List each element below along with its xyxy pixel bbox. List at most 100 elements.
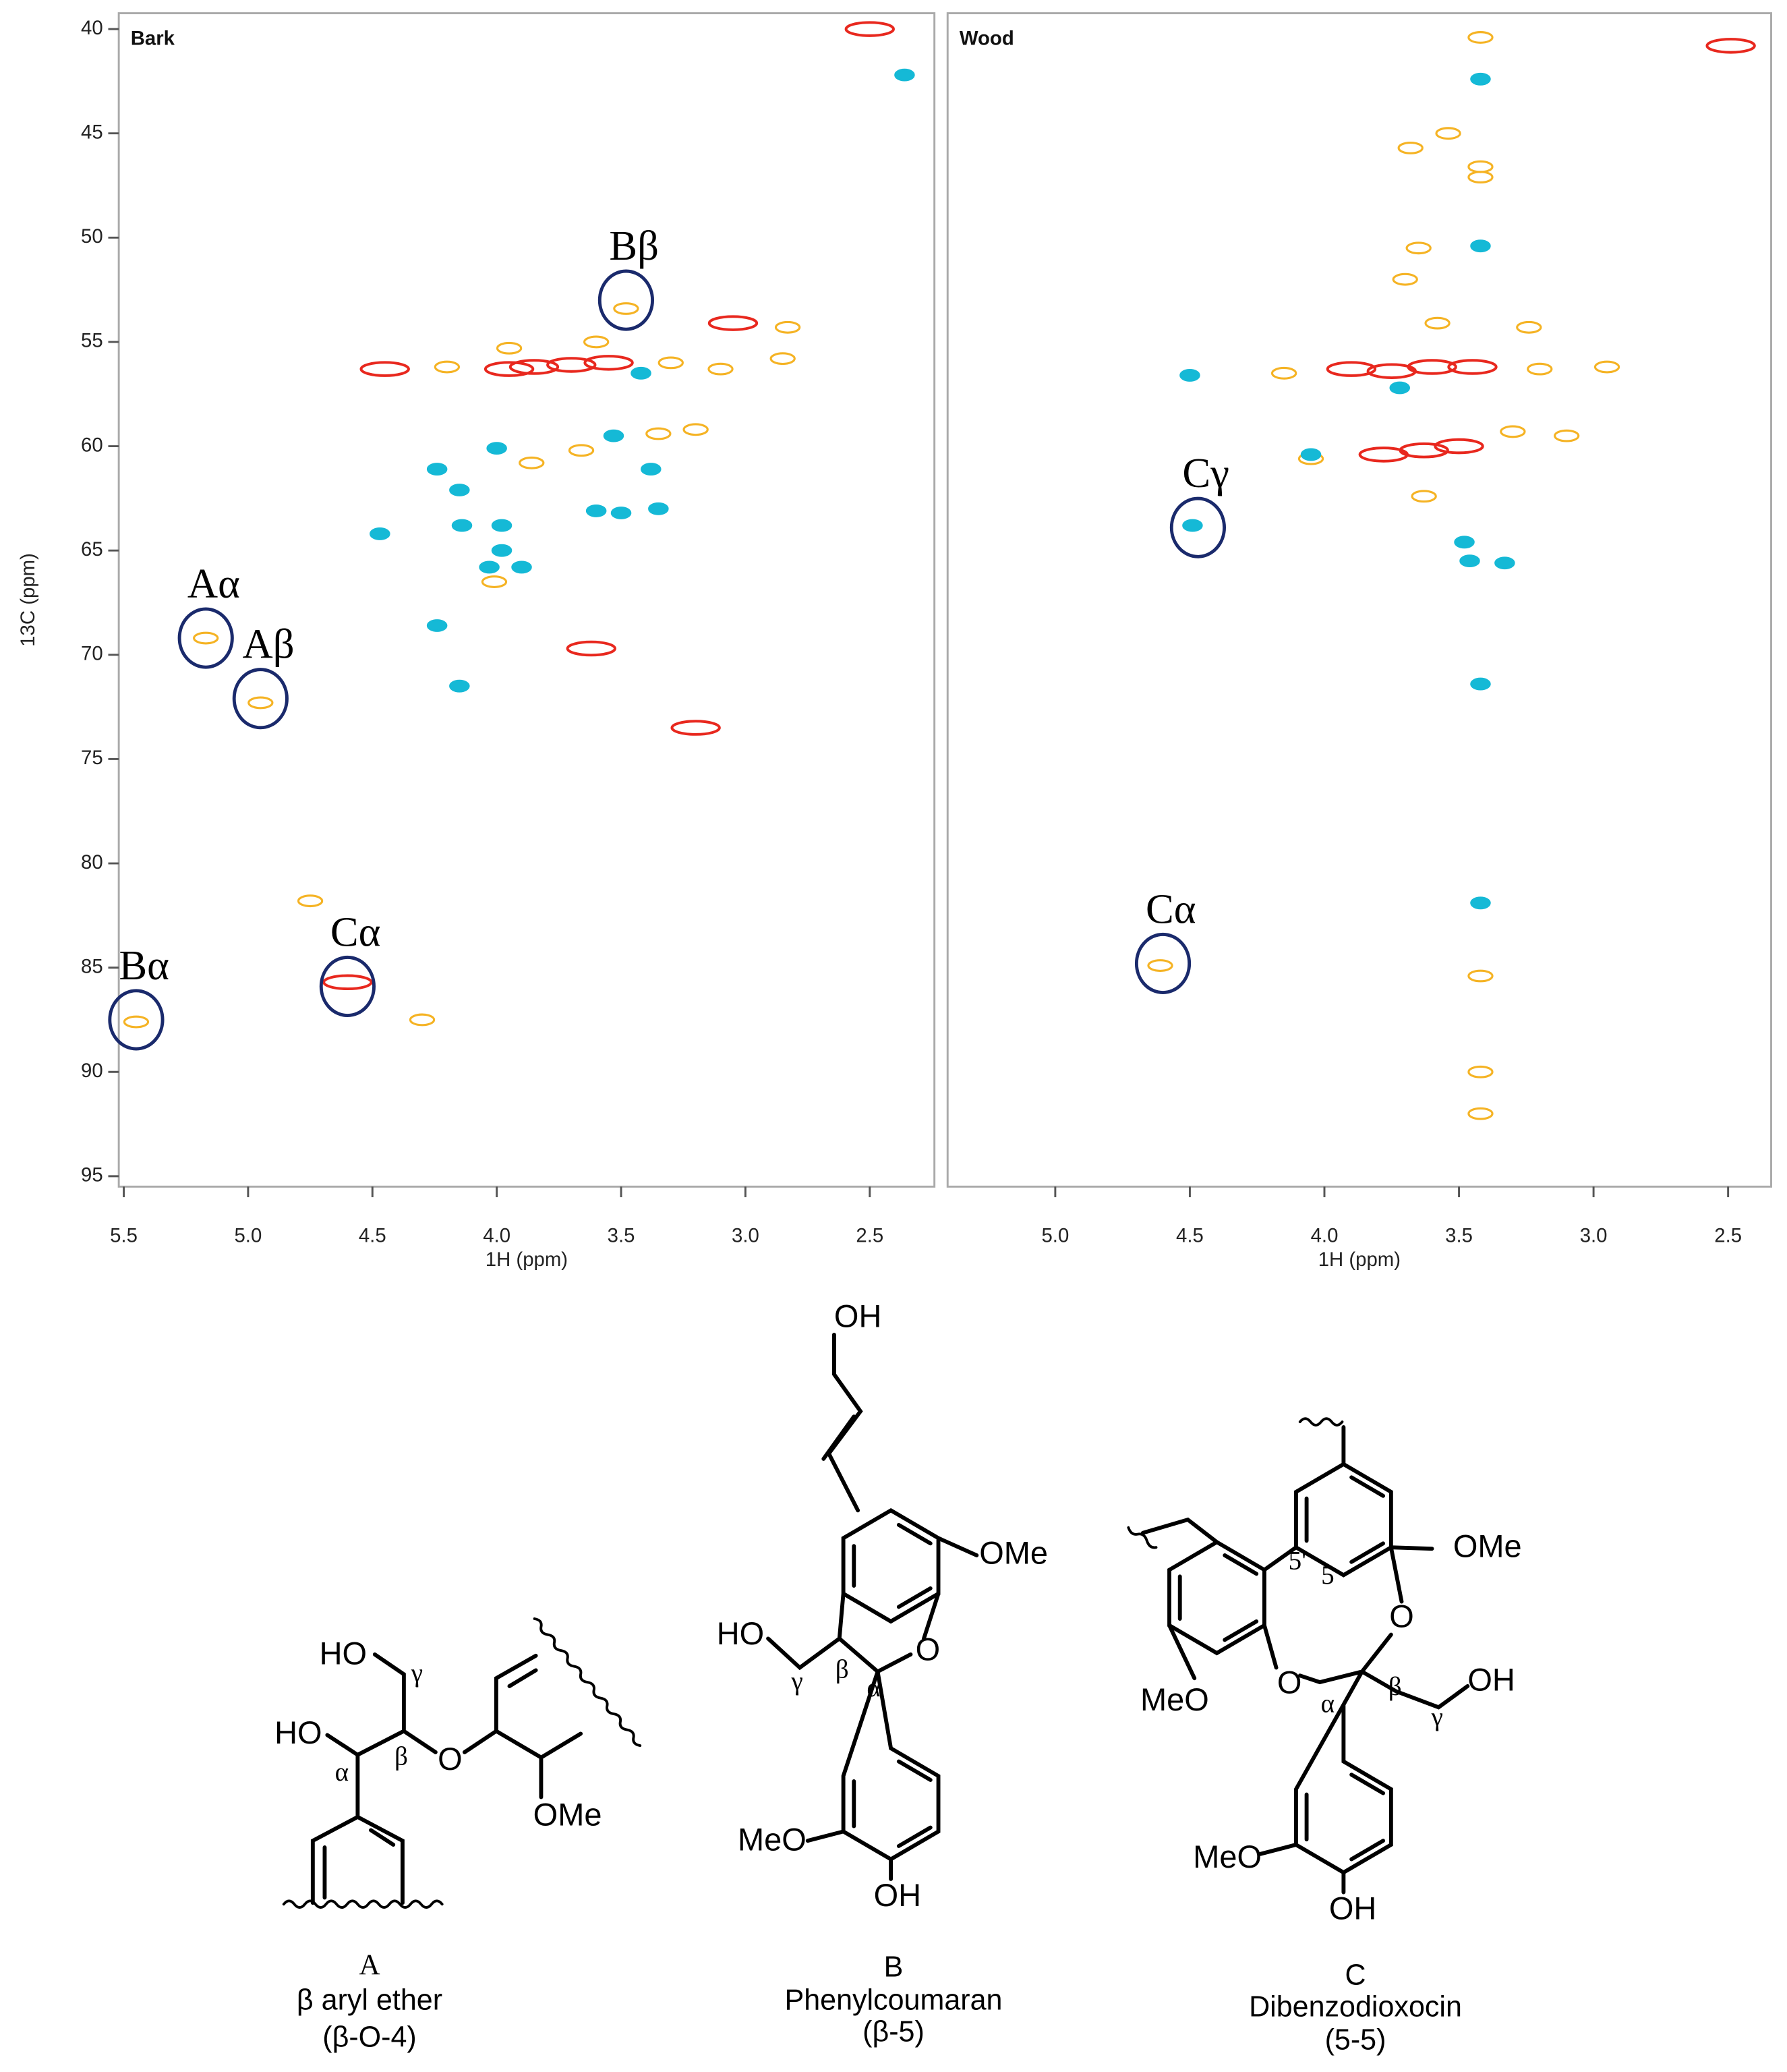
- atom-label: α: [335, 1758, 349, 1787]
- atom-label: γ: [1431, 1702, 1443, 1731]
- peak: [631, 366, 651, 380]
- y-tick-label: 75: [81, 747, 103, 769]
- peak: [707, 362, 734, 376]
- atom-label: α: [1321, 1689, 1335, 1718]
- bonds: [766, 1332, 979, 1881]
- structure-linkage: (5-5): [1325, 2023, 1386, 2056]
- y-tick-label: 40: [81, 17, 103, 39]
- peak: [613, 302, 639, 315]
- peak: [508, 359, 560, 375]
- annotation-label: Bα: [119, 942, 169, 989]
- peak: [1411, 490, 1437, 503]
- peak: [449, 679, 470, 693]
- peak: [648, 502, 669, 515]
- y-tick-label: 65: [81, 538, 103, 560]
- structure-a: HO γ HO β O α OMe A β aryl ether (β-O-4): [274, 1617, 642, 2053]
- peak: [645, 427, 672, 440]
- structure-c: OMe 5' 5 O MeO O α β γ OH MeO OH C Diben…: [1127, 1417, 1522, 2056]
- peak: [322, 974, 373, 991]
- peak: [610, 507, 632, 519]
- peak: [844, 21, 895, 37]
- x-tick-label: 3.5: [1445, 1225, 1473, 1247]
- annotation-label: Cα: [1146, 885, 1196, 932]
- y-tick-label: 45: [81, 121, 103, 143]
- structure-linkage: (β-5): [862, 2016, 925, 2048]
- peak: [1389, 381, 1411, 395]
- x-axis-label: 1H (ppm): [1318, 1248, 1401, 1271]
- peak: [682, 423, 709, 436]
- peak: [769, 352, 796, 366]
- peak: [1405, 241, 1432, 255]
- wavy-bond: [282, 1617, 642, 1909]
- structure-name: β aryl ether: [297, 1984, 442, 2017]
- atom-label: MeO: [738, 1821, 807, 1857]
- peak: [1392, 272, 1418, 286]
- peak: [1435, 127, 1461, 140]
- peak: [193, 631, 219, 645]
- peak: [359, 361, 410, 377]
- peak: [603, 429, 624, 442]
- x-tick-label: 5.5: [110, 1225, 138, 1247]
- structure-linkage: (β-O-4): [322, 2021, 417, 2053]
- peak: [1705, 38, 1756, 54]
- x-tick-label: 4.5: [1176, 1225, 1204, 1247]
- y-tick-label: 80: [81, 851, 103, 873]
- plot-frame: [946, 12, 1772, 1188]
- x-axis-label: 1H (ppm): [486, 1248, 568, 1271]
- x-tick-label: 4.5: [359, 1225, 386, 1247]
- atom-label: 5: [1321, 1561, 1335, 1590]
- peak: [1467, 31, 1494, 44]
- panel-title: Wood: [960, 28, 1014, 50]
- peak: [1500, 425, 1526, 438]
- y-tick-label: 90: [81, 1060, 103, 1082]
- peak: [1300, 448, 1322, 461]
- peak: [1516, 320, 1542, 334]
- annotation-label: Cα: [330, 908, 381, 955]
- annotation-label: Aα: [187, 560, 240, 607]
- atom-label: HO: [274, 1715, 322, 1750]
- atom-label: OH: [1467, 1661, 1515, 1697]
- peak: [426, 619, 448, 632]
- x-tick-label: 5.0: [234, 1225, 262, 1247]
- atom-label: OH: [834, 1298, 881, 1334]
- peak: [1467, 1065, 1494, 1078]
- peak: [247, 696, 274, 710]
- peak: [123, 1015, 150, 1029]
- peak: [479, 560, 500, 574]
- atom-label: MeO: [1193, 1839, 1262, 1874]
- y-tick-label: 85: [81, 955, 103, 977]
- peak: [1447, 359, 1498, 375]
- peak: [1470, 239, 1491, 253]
- x-tick-label: 2.5: [1714, 1225, 1742, 1247]
- atom-label: O: [916, 1631, 941, 1667]
- peak: [1494, 556, 1515, 570]
- atom-label: 5': [1289, 1547, 1307, 1576]
- structure-name: Dibenzodioxocin: [1249, 1990, 1462, 2023]
- peak: [641, 463, 662, 476]
- peak: [491, 519, 512, 532]
- peak: [1554, 429, 1580, 442]
- annotation-circle: [232, 668, 289, 730]
- atom-label: O: [1277, 1664, 1302, 1700]
- peak: [546, 357, 597, 373]
- peak: [670, 720, 721, 736]
- spectrum-panel: Bark 5.5 5.0 4.5 4.0 3.5 3.0 2.5 40 45 50 55 60 65 70 7…: [17, 12, 936, 1271]
- annotation-circle: [177, 607, 234, 669]
- peak: [1358, 447, 1409, 463]
- atom-label: OMe: [1453, 1528, 1522, 1564]
- peak: [1467, 171, 1494, 184]
- annotation-label: Aβ: [243, 621, 295, 668]
- atom-label: OH: [1329, 1890, 1376, 1926]
- peak: [1593, 360, 1620, 374]
- peak: [1179, 369, 1200, 382]
- plot-frame: [117, 12, 936, 1188]
- peak: [426, 463, 448, 476]
- peak: [1470, 72, 1491, 86]
- peak: [583, 335, 610, 349]
- atom-label: MeO: [1140, 1681, 1209, 1717]
- structure-name: Phenylcoumaran: [784, 1984, 1002, 2017]
- annotation-circle: [319, 955, 376, 1018]
- atom-label: β: [1388, 1672, 1402, 1701]
- x-tick-label: 4.0: [483, 1225, 510, 1247]
